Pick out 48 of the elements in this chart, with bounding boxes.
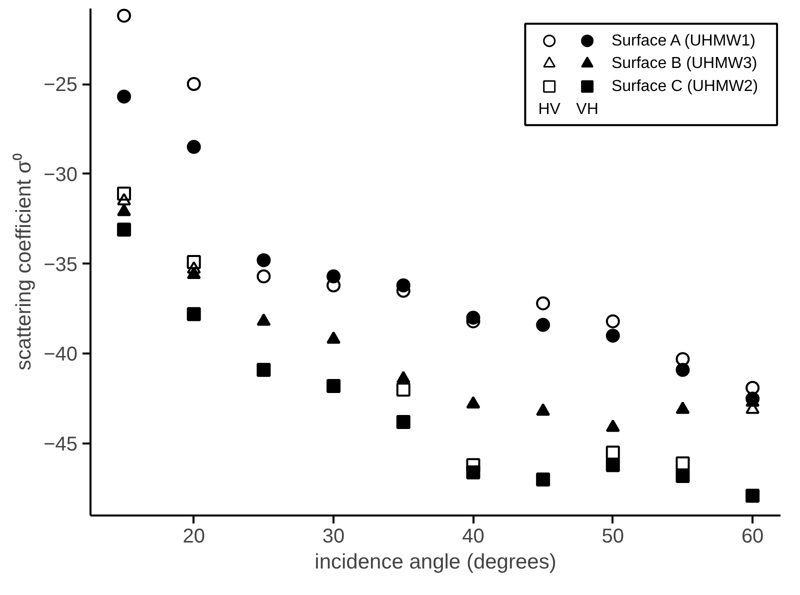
x-tick-label: 40: [462, 526, 484, 548]
point: [256, 253, 271, 268]
annotation: HV: [538, 100, 561, 118]
point: [466, 310, 480, 325]
x-tick-label: 20: [182, 526, 205, 548]
point: [186, 255, 201, 269]
point: [676, 362, 690, 377]
point: [396, 415, 410, 430]
point: [466, 465, 480, 480]
y-tick-label: −45: [44, 434, 78, 456]
y-tick-label: −35: [44, 254, 78, 276]
point: [676, 456, 690, 470]
x-tick-label: 50: [602, 526, 624, 548]
point: [256, 362, 271, 377]
y-tick-label: −30: [44, 164, 78, 186]
point: [606, 328, 620, 343]
point: [676, 468, 690, 483]
x-axis-title: incidence angle (degrees): [314, 550, 556, 574]
x-tick-label: 30: [322, 526, 345, 548]
point: [536, 318, 550, 332]
y-tick-label: −25: [44, 74, 78, 96]
point: [186, 140, 201, 154]
point: [117, 90, 132, 104]
point: [117, 186, 132, 201]
point: [117, 222, 132, 237]
y-axis-title: scattering coefficient σ⁰: [12, 154, 36, 370]
point: [396, 278, 410, 292]
point: [746, 380, 760, 395]
legend-label: Surface A (UHMW1): [611, 32, 756, 50]
x-tick-label: 60: [741, 526, 764, 548]
point: [186, 307, 201, 322]
y-tick-label: −40: [44, 344, 78, 366]
point: [606, 458, 620, 472]
point: [326, 379, 341, 394]
point: [326, 269, 341, 284]
point: [536, 296, 550, 310]
point: [256, 269, 271, 284]
point: [606, 314, 620, 328]
point: [676, 352, 690, 366]
point: [396, 382, 410, 397]
annotation: VH: [576, 100, 598, 118]
point: [746, 488, 760, 503]
legend-label: Surface B (UHMW3): [611, 55, 758, 72]
point: [186, 77, 201, 91]
point: [117, 8, 132, 23]
point: [536, 472, 550, 487]
point: [606, 446, 620, 460]
legend-label: Surface C (UHMW2): [611, 78, 758, 95]
